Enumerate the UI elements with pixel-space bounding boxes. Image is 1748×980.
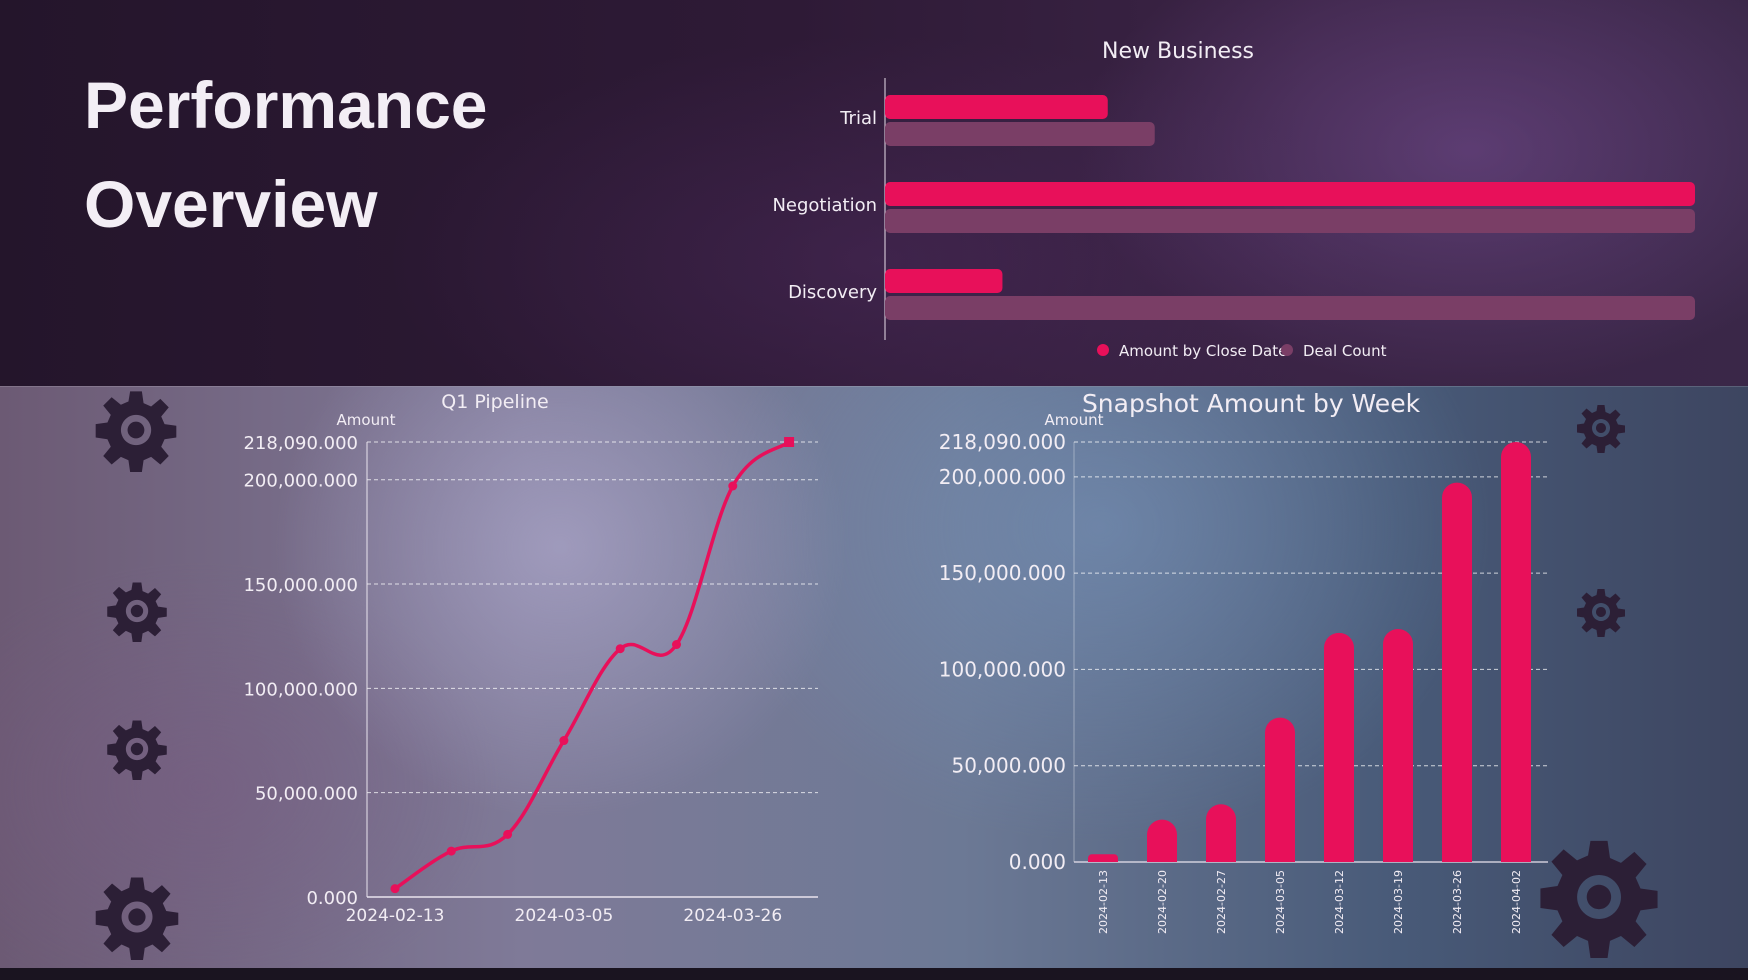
snapshot-by-week-bar-base bbox=[1442, 847, 1472, 862]
q1-pipeline-y-tick-label: 100,000.000 bbox=[243, 679, 358, 700]
q1-pipeline-x-tick-label: 2024-03-26 bbox=[683, 906, 782, 926]
snapshot-by-week-bar-base bbox=[1265, 847, 1295, 862]
snapshot-by-week-bar bbox=[1383, 628, 1413, 862]
snapshot-by-week-x-tick-label: 2024-02-27 bbox=[1215, 870, 1228, 934]
q1-pipeline-x-tick-label: 2024-03-05 bbox=[515, 906, 614, 926]
snapshot-by-week-bar bbox=[1265, 717, 1295, 862]
q1-pipeline-title: Q1 Pipeline bbox=[441, 391, 548, 413]
snapshot-by-week-y-tick-label: 150,000.000 bbox=[939, 561, 1066, 585]
q1-pipeline-point bbox=[728, 481, 738, 491]
q1-pipeline-series-line bbox=[393, 440, 791, 891]
legend-label: Amount by Close Date bbox=[1119, 342, 1287, 360]
snapshot-by-week-y-tick-label: 218,090.000 bbox=[939, 430, 1066, 454]
q1-pipeline-point bbox=[503, 829, 513, 839]
gear-icon bbox=[1540, 840, 1658, 958]
new-business-category-label: Discovery bbox=[788, 282, 877, 303]
snapshot-by-week-x-tick-label: 2024-02-13 bbox=[1097, 870, 1110, 934]
q1-pipeline-y-axis-title: Amount bbox=[337, 411, 396, 429]
gear-icon bbox=[95, 877, 179, 960]
snapshot-by-week-x-tick-label: 2024-02-20 bbox=[1156, 870, 1169, 934]
bar-deal-count bbox=[885, 209, 1695, 233]
q1-pipeline-point bbox=[672, 640, 681, 650]
snapshot-by-week-bar-base bbox=[1147, 847, 1177, 862]
q1-pipeline-x-tick-label: 2024-02-13 bbox=[346, 906, 445, 926]
snapshot-by-week-bar-base bbox=[1088, 858, 1118, 862]
legend-marker bbox=[1281, 344, 1293, 356]
bar-deal-count bbox=[885, 296, 1695, 320]
q1-pipeline-y-tick-label: 0.000 bbox=[306, 888, 358, 909]
page-title-line-2: Overview bbox=[84, 167, 378, 241]
snapshot-by-week-title: Snapshot Amount by Week bbox=[1082, 389, 1421, 418]
gear-icon bbox=[1577, 589, 1625, 637]
gear-icon bbox=[107, 720, 167, 780]
q1-pipeline-y-tick-label: 200,000.000 bbox=[243, 471, 358, 492]
snapshot-by-week-x-tick-label: 2024-03-26 bbox=[1451, 870, 1464, 934]
legend-marker bbox=[1097, 344, 1109, 356]
new-business-category-label: Negotiation bbox=[772, 195, 877, 216]
q1-pipeline-point bbox=[615, 644, 625, 654]
q1-pipeline-chart: Q1 Pipeline Amount 0.000 50,000.000 100,000.… bbox=[243, 391, 818, 926]
snapshot-by-week-bar-base bbox=[1383, 847, 1413, 862]
snapshot-by-week-y-tick-label: 0.000 bbox=[1009, 850, 1066, 874]
snapshot-by-week-x-tick-label: 2024-04-02 bbox=[1510, 870, 1523, 934]
snapshot-by-week-x-tick-label: 2024-03-19 bbox=[1392, 870, 1405, 934]
gear-icon bbox=[107, 582, 167, 642]
q1-pipeline-point bbox=[784, 437, 795, 447]
footer-strip bbox=[0, 968, 1748, 980]
snapshot-by-week-bar bbox=[1442, 482, 1472, 862]
bar-amount-by-close-date bbox=[885, 269, 1003, 293]
gear-icon bbox=[95, 391, 177, 472]
page-title-line-1: Performance bbox=[84, 68, 488, 142]
snapshot-by-week-bar-base bbox=[1501, 847, 1531, 862]
bar-deal-count bbox=[885, 122, 1155, 146]
snapshot-by-week-bar bbox=[1501, 442, 1531, 862]
q1-pipeline-y-tick-label: 50,000.000 bbox=[255, 784, 358, 805]
q1-pipeline-point bbox=[559, 736, 569, 746]
q1-pipeline-point bbox=[446, 846, 456, 856]
new-business-category-label: Trial bbox=[839, 108, 877, 129]
new-business-chart: New Business Trial Negotiation Discovery Amo… bbox=[772, 39, 1695, 360]
snapshot-by-week-y-tick-label: 100,000.000 bbox=[939, 657, 1066, 681]
legend-label: Deal Count bbox=[1303, 342, 1387, 360]
q1-pipeline-y-tick-label: 218,090.000 bbox=[243, 433, 358, 454]
new-business-title: New Business bbox=[1102, 39, 1254, 64]
snapshot-by-week-x-tick-label: 2024-03-05 bbox=[1274, 870, 1287, 934]
page-title: Performance Overview bbox=[84, 56, 604, 254]
snapshot-by-week-y-axis-title: Amount bbox=[1045, 411, 1104, 429]
gear-icon bbox=[1577, 405, 1625, 453]
snapshot-by-week-y-tick-label: 200,000.000 bbox=[939, 465, 1066, 489]
snapshot-by-week-bar-base bbox=[1206, 847, 1236, 862]
snapshot-by-week-bar-base bbox=[1324, 847, 1354, 862]
snapshot-by-week-bar bbox=[1324, 632, 1354, 862]
bar-amount-by-close-date bbox=[885, 182, 1695, 206]
snapshot-by-week-x-tick-label: 2024-03-12 bbox=[1333, 870, 1346, 934]
snapshot-by-week-y-tick-label: 50,000.000 bbox=[951, 754, 1066, 778]
q1-pipeline-y-tick-label: 150,000.000 bbox=[243, 575, 358, 596]
bar-amount-by-close-date bbox=[885, 95, 1108, 119]
q1-pipeline-point bbox=[390, 884, 400, 894]
